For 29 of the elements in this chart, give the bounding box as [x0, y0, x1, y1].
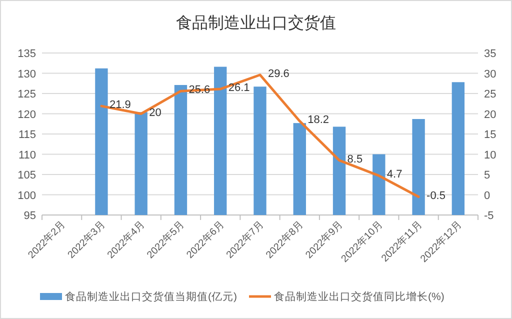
- y-tick-label: 115: [18, 129, 36, 141]
- y2-tick-label: 30: [484, 68, 496, 80]
- y-tick-label: 120: [18, 108, 36, 121]
- y2-tick-label: 5: [484, 170, 490, 182]
- y2-tick-label: 25: [484, 88, 496, 100]
- data-label: 18.2: [308, 114, 330, 126]
- y-tick-label: 100: [18, 190, 36, 202]
- y-tick-label: 130: [18, 68, 36, 80]
- data-label: 21.9: [109, 99, 131, 112]
- data-label: 20: [149, 106, 162, 119]
- chart-title: 食品制造业出口交货值: [176, 14, 336, 32]
- data-label: 29.6: [268, 68, 290, 80]
- y2-tick-label: 15: [484, 129, 496, 141]
- legend-label: 食品制造业出口交货值当期值(亿元): [65, 290, 237, 303]
- y-tick-label: 135: [18, 48, 36, 60]
- y2-tick-label: 35: [484, 48, 496, 60]
- y-tick-label: 105: [18, 170, 36, 182]
- y2-tick-label: 10: [484, 149, 496, 162]
- data-label: 4.7: [386, 168, 402, 181]
- y-tick-label: 95: [24, 210, 36, 222]
- legend-label: 食品制造业出口交货值同比增长(%): [274, 290, 444, 303]
- data-label: 26.1: [228, 82, 250, 94]
- y-tick-label: 125: [18, 88, 36, 100]
- y-tick-label: 110: [18, 149, 36, 162]
- data-label: 8.5: [347, 153, 363, 166]
- y2-tick-label: -5: [484, 210, 494, 222]
- y2-tick-label: 0: [484, 190, 490, 202]
- data-label: -0.5: [426, 190, 446, 202]
- y2-tick-label: 20: [484, 108, 496, 121]
